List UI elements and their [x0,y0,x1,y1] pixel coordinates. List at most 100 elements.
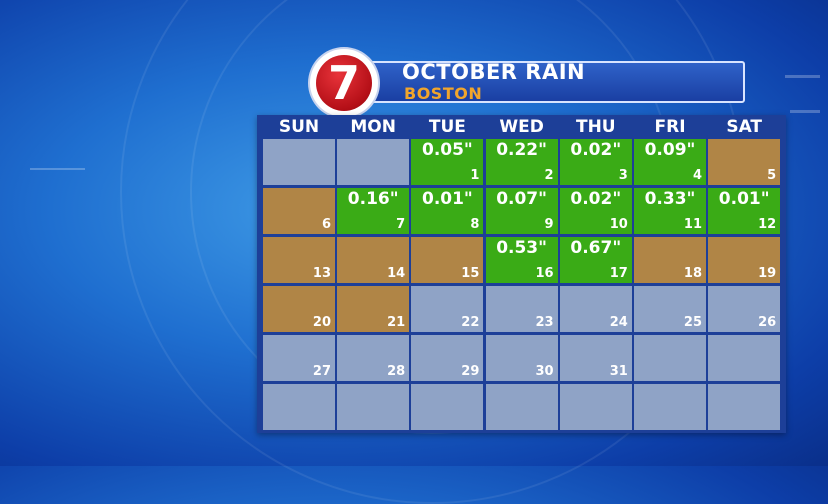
calendar-day-cell: 0.01" 12 [708,188,781,234]
day-number: 7 [396,217,406,232]
day-number: 31 [609,364,628,379]
calendar-day-cell: 25 [634,286,706,332]
day-number: 25 [683,315,702,330]
day-of-week-thu: THU [575,117,616,137]
calendar-day-cell [263,384,335,430]
rain-amount: 0.02" [570,140,622,160]
day-number: 24 [609,315,628,330]
channel-7-logo: 7 [310,49,378,117]
calendar-day-cell: 24 [559,286,632,332]
calendar-day-cell: 0.22" 2 [485,139,558,185]
day-number: 4 [692,168,702,183]
calendar-day-cell: 13 [263,237,335,283]
rain-amount: 0.67" [570,238,622,258]
day-of-week-wed: WED [499,117,544,137]
day-number: 17 [609,266,628,281]
calendar-day-cell: 26 [708,286,781,332]
day-of-week-sun: SUN [278,117,320,137]
calendar-day-cell: 0.07" 9 [485,188,558,234]
calendar-day-cell [485,384,558,430]
day-number: 28 [387,364,406,379]
background-stripe [790,110,820,113]
calendar-day-cell: 0.53" 16 [485,237,558,283]
calendar-day-cell: 28 [337,335,410,381]
location-subtitle: BOSTON [404,84,483,103]
calendar-day-cell: 31 [559,335,632,381]
calendar-day-cell [634,384,706,430]
calendar-day-cell: 29 [411,335,484,381]
calendar-day-cell: 0.33" 11 [634,188,706,234]
rain-amount: 0.22" [496,140,547,160]
calendar-day-cell: 0.67" 17 [559,237,632,283]
calendar-day-cell: 0.05" 1 [411,139,484,185]
day-number: 21 [387,315,406,330]
calendar-day-cell: 0.16" 7 [337,188,410,234]
rain-amount: 0.53" [496,238,547,258]
rain-amount: 0.01" [718,189,770,209]
day-number: 6 [321,217,331,232]
calendar-day-cell [411,384,484,430]
day-of-week-sat: SAT [726,117,763,137]
day-number: 3 [618,168,628,183]
calendar-day-cell [708,384,781,430]
day-number: 1 [470,168,480,183]
rain-amount: 0.33" [644,189,696,209]
calendar-day-cell [337,384,410,430]
calendar-day-cell: 0.02" 10 [559,188,632,234]
calendar-day-cell: 30 [485,335,558,381]
day-number: 8 [470,217,480,232]
rain-amount: 0.07" [496,189,547,209]
page-title: OCTOBER RAIN [402,60,586,84]
day-number: 13 [312,266,331,281]
calendar-day-cell: 15 [411,237,484,283]
background-stripe [30,168,85,170]
day-number: 2 [544,168,554,183]
day-number: 26 [758,315,777,330]
day-number: 14 [387,266,406,281]
background-stripe [785,75,820,78]
day-number: 20 [312,315,331,330]
day-number: 9 [544,217,554,232]
day-number: 23 [535,315,554,330]
calendar-day-cell: 21 [337,286,410,332]
day-of-week-tue: TUE [428,117,466,137]
rain-amount: 0.02" [570,189,622,209]
logo-badge: 7 [316,55,372,111]
day-number: 27 [312,364,331,379]
day-number: 16 [535,266,554,281]
calendar-day-cell: 23 [485,286,558,332]
title-banner [350,61,745,103]
calendar-day-cell: 0.02" 3 [559,139,632,185]
day-number: 12 [758,217,777,232]
day-number: 19 [758,266,777,281]
day-number: 11 [683,217,702,232]
day-number: 29 [461,364,480,379]
calendar-day-cell: 6 [263,188,335,234]
calendar-day-cell: 27 [263,335,335,381]
calendar-day-cell [559,384,632,430]
calendar-day-cell [634,335,706,381]
day-number: 18 [683,266,702,281]
day-number: 10 [609,217,628,232]
calendar-day-cell: 14 [337,237,410,283]
day-of-week-mon: MON [350,117,396,137]
day-of-week-fri: FRI [654,117,686,137]
rain-amount: 0.16" [347,189,399,209]
calendar-day-cell: 18 [634,237,706,283]
rain-amount: 0.01" [421,189,473,209]
day-number: 15 [461,266,480,281]
day-number: 22 [461,315,480,330]
day-number: 5 [767,168,777,183]
calendar-day-cell [337,139,410,185]
calendar-day-cell: 0.01" 8 [411,188,484,234]
day-number: 30 [535,364,554,379]
calendar-day-cell: 20 [263,286,335,332]
calendar-day-cell [263,139,335,185]
calendar-day-cell: 22 [411,286,484,332]
calendar-day-cell: 5 [708,139,781,185]
rain-amount: 0.09" [644,140,696,160]
calendar-day-cell [708,335,781,381]
logo-number: 7 [327,56,360,110]
rain-amount: 0.05" [421,140,473,160]
calendar-day-cell: 0.09" 4 [634,139,706,185]
